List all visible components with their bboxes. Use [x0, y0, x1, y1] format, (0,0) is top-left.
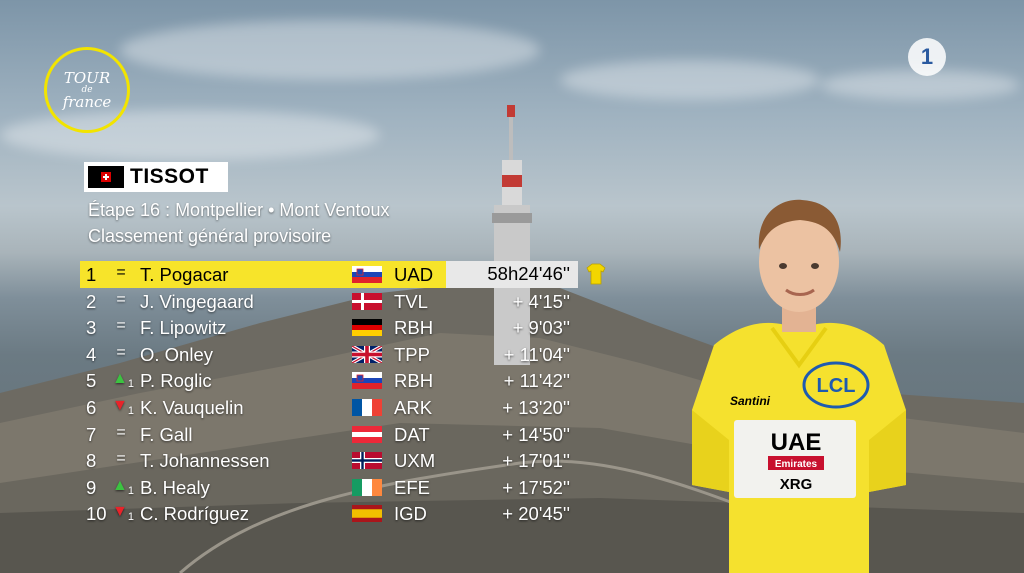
row-movement-down-icon: ▼1: [112, 396, 134, 417]
row-position: 10: [86, 503, 107, 525]
standing-row: 10 ▼1 C. Rodríguez IGD + 20'45'': [80, 500, 580, 527]
row-rider: T. Johannessen: [140, 450, 270, 472]
logo-word-de: de: [81, 84, 93, 95]
jersey-xrg-text: XRG: [780, 476, 813, 493]
row-time: + 11'42'': [503, 370, 570, 392]
row-position: 5: [86, 370, 97, 392]
austria-flag-icon: [352, 425, 382, 443]
leader-rider-portrait: LCL Santini UAE Emirates XRG: [692, 199, 906, 573]
jersey-team-name: UAE: [771, 429, 822, 456]
row-movement: =: [116, 264, 126, 281]
row-team: DAT: [394, 423, 430, 445]
row-position: 3: [86, 317, 97, 339]
row-position: 6: [86, 396, 97, 418]
row-rider: F. Gall: [140, 423, 193, 445]
row-movement: =: [116, 423, 126, 441]
jersey-emirates-text: Emirates: [775, 459, 818, 470]
row-team: UAD: [394, 264, 434, 285]
standing-row: 5 ▲1 P. Roglic RBH + 11'42'': [80, 367, 580, 394]
movement-arrow: ▲: [112, 370, 128, 388]
movement-count: 1: [127, 484, 134, 497]
row-time: + 13'20'': [502, 396, 570, 418]
jersey-lcl-text: LCL: [817, 375, 856, 397]
standing-row: 9 ▲1 B. Healy EFE + 17'52'': [80, 474, 580, 501]
cloud: [560, 60, 820, 100]
logo-word-france: france: [62, 92, 112, 111]
yellow-jersey-icon: [586, 263, 606, 285]
row-rider: O. Onley: [140, 343, 213, 365]
row-team: RBH: [394, 317, 434, 339]
standings-table: 1 = T. Pogacar UAD 58h24'46'' 2 = J. Vin…: [80, 261, 606, 527]
row-time: + 4'15'': [512, 290, 570, 312]
row-team: TVL: [394, 290, 428, 312]
classification-title: Classement général provisoire: [88, 226, 332, 246]
ard-channel-logo: 1: [908, 38, 946, 76]
standing-row: 2 = J. Vingegaard TVL + 4'15'': [80, 288, 580, 315]
slovenia-flag-icon: [352, 266, 382, 283]
row-time: 58h24'46'': [446, 261, 578, 288]
row-time: + 9'03'': [512, 317, 570, 339]
row-movement-up-icon: ▲1: [112, 370, 134, 390]
row-position: 2: [86, 290, 97, 312]
standing-row: 7 = F. Gall DAT + 14'50'': [80, 421, 580, 448]
row-movement: =: [116, 290, 126, 308]
slovenia-flag-icon: [352, 372, 382, 390]
uk-flag-icon: [352, 345, 382, 363]
row-time: + 11'04'': [503, 343, 570, 365]
row-movement: =: [116, 450, 126, 468]
row-rider: K. Vauquelin: [140, 396, 244, 418]
movement-arrow: ▼: [112, 503, 128, 521]
row-rider: F. Lipowitz: [140, 317, 227, 339]
spain-flag-icon: [352, 505, 382, 523]
tour-de-france-logo-text: TOUR de france: [52, 68, 122, 111]
row-team: EFE: [394, 476, 430, 498]
row-position: 8: [86, 450, 97, 472]
movement-count: 1: [127, 378, 134, 391]
standing-row: 6 ▼1 K. Vauquelin ARK + 13'20'': [80, 394, 580, 421]
movement-count: 1: [127, 511, 134, 524]
row-team: TPP: [394, 343, 430, 365]
standing-row: 4 = O. Onley TPP + 11'04'': [80, 341, 580, 368]
row-position: 1: [86, 264, 97, 285]
row-time: + 17'52'': [502, 476, 570, 498]
norway-flag-icon: [352, 452, 382, 470]
row-time: + 14'50'': [502, 423, 570, 445]
row-movement: =: [116, 343, 126, 361]
germany-flag-icon: [352, 319, 382, 337]
row-rider: C. Rodríguez: [140, 503, 249, 525]
tissot-sponsor-banner: TISSOT: [84, 162, 228, 192]
logo-word-tour: TOUR: [63, 68, 111, 87]
row-position: 7: [86, 423, 97, 445]
denmark-flag-icon: [352, 292, 382, 310]
row-time: + 17'01'': [502, 450, 570, 472]
movement-arrow: ▼: [112, 396, 128, 414]
row-rider: B. Healy: [140, 476, 210, 498]
france-flag-icon: [352, 398, 382, 416]
movement-count: 1: [127, 405, 134, 418]
jersey-santini-text: Santini: [730, 394, 771, 408]
cloud: [120, 20, 540, 80]
row-team: ARK: [394, 396, 433, 418]
standing-row-leader: 1 = T. Pogacar UAD 58h24'46'': [80, 261, 606, 288]
row-rider: P. Roglic: [140, 370, 212, 392]
standing-row: 8 = T. Johannessen UXM + 17'01'': [80, 447, 580, 474]
row-movement-up-icon: ▲1: [112, 476, 134, 497]
row-rider: T. Pogacar: [140, 264, 229, 285]
tour-de-france-logo: TOUR de france: [44, 47, 130, 133]
row-movement: =: [116, 317, 126, 335]
row-team: UXM: [394, 450, 436, 472]
sponsor-name: TISSOT: [130, 165, 209, 188]
stage-title: Étape 16 : Montpellier • Mont Ventoux: [88, 200, 390, 220]
swiss-cross-icon: [88, 166, 124, 188]
row-rider: J. Vingegaard: [140, 290, 254, 312]
row-team: IGD: [394, 503, 427, 525]
standing-row: 3 = F. Lipowitz RBH + 9'03'': [80, 314, 580, 341]
movement-arrow: ▲: [112, 476, 128, 494]
row-team: RBH: [394, 370, 434, 392]
row-movement-down-icon: ▼1: [112, 503, 134, 523]
row-time: + 20'45'': [502, 503, 570, 525]
row-position: 9: [86, 476, 97, 498]
ireland-flag-icon: [352, 478, 382, 496]
row-position: 4: [86, 343, 97, 365]
